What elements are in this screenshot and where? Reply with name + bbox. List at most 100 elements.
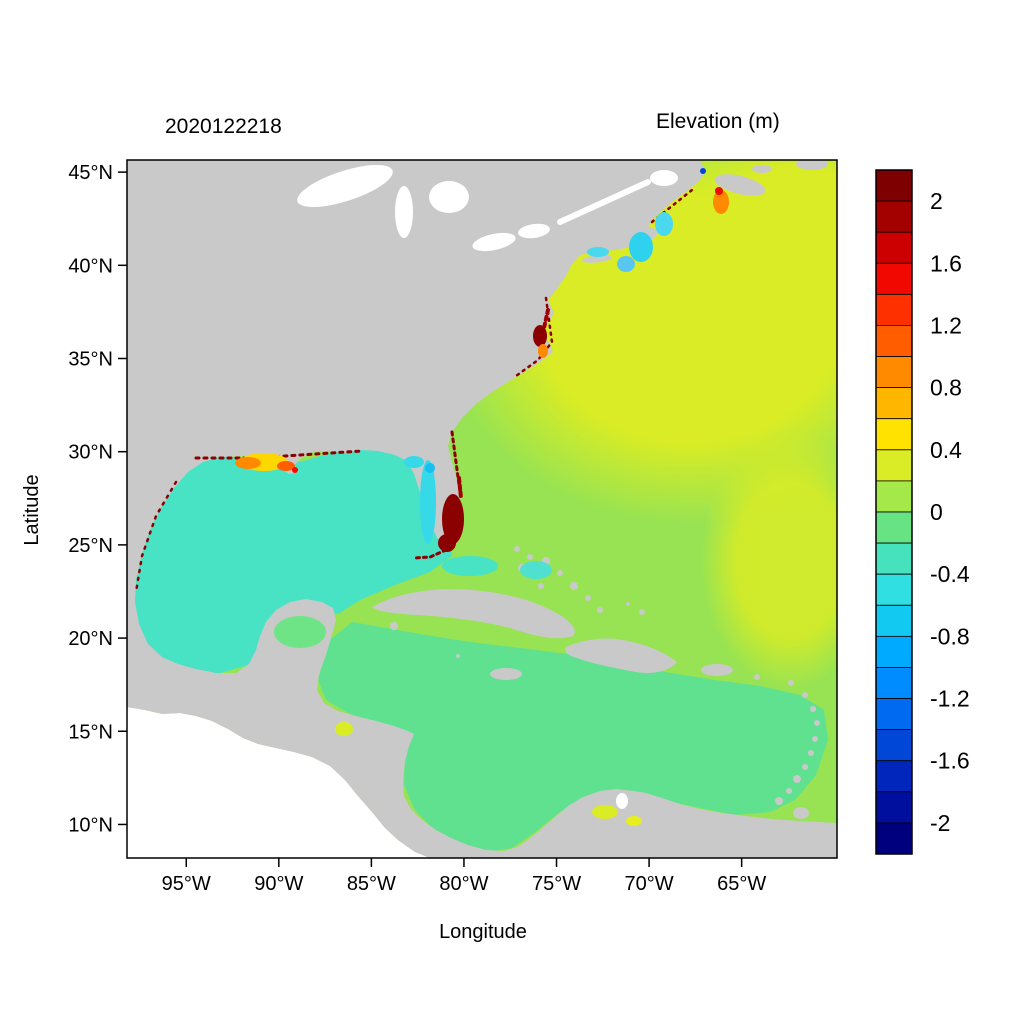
island-hispaniola bbox=[565, 638, 677, 673]
ocean-caribbean bbox=[318, 622, 828, 852]
island-puerto-rico bbox=[701, 664, 733, 676]
map-panel bbox=[127, 160, 837, 858]
y-axis-label: Latitude bbox=[21, 474, 43, 545]
island-long-island bbox=[582, 255, 612, 263]
x-tick-label: 80°W bbox=[439, 873, 488, 895]
colorbar-tick-label: -0.8 bbox=[930, 623, 970, 649]
atlantic-gyre-yellow-se bbox=[700, 430, 837, 690]
colorbar-segment bbox=[875, 293, 913, 326]
venezuela-yellow-patch bbox=[592, 805, 618, 819]
colorbar-tick-label: -1.6 bbox=[930, 748, 970, 774]
colorbar-tick-label: -1.2 bbox=[930, 686, 970, 712]
colorbar bbox=[875, 169, 913, 855]
colorbar-segment bbox=[875, 604, 913, 637]
colorbar-segment bbox=[875, 387, 913, 420]
colorbar-tick-label: -0.4 bbox=[930, 561, 970, 587]
colorbar-segment bbox=[875, 635, 913, 668]
colorbar-segment bbox=[875, 480, 913, 513]
x-tick-label: 70°W bbox=[625, 873, 674, 895]
mobile-orange-patch bbox=[277, 461, 295, 471]
land-north-central-south-america bbox=[127, 160, 837, 858]
island-trinidad bbox=[793, 807, 809, 819]
y-axis: 45°N 40°N 35°N 30°N 25°N 20°N 15°N 10°N bbox=[68, 162, 127, 836]
florida-straits-turquoise bbox=[442, 556, 498, 576]
pamlico-orange-patch bbox=[538, 344, 548, 358]
pacific-white-mask bbox=[127, 707, 430, 858]
colorbar-segment bbox=[875, 791, 913, 824]
y-tick-label: 10°N bbox=[68, 814, 113, 836]
west-florida-cyan-patch bbox=[420, 460, 436, 544]
nantucket-blue-patch bbox=[617, 256, 635, 272]
west-florida-blue-dot bbox=[425, 463, 435, 473]
honduras-yellow-patch bbox=[335, 722, 353, 736]
st-lawrence-estuary bbox=[650, 170, 678, 186]
x-axis-label: Longitude bbox=[439, 921, 527, 943]
colorbar-segment bbox=[875, 325, 913, 357]
scotian-blue-dot bbox=[700, 168, 706, 174]
fundy-orange-patch bbox=[713, 190, 729, 214]
x-tick-label: 95°W bbox=[162, 873, 211, 895]
pamlico-darkred-patch bbox=[533, 325, 547, 347]
y-tick-label: 35°N bbox=[68, 348, 113, 370]
colorbar-segment bbox=[875, 200, 913, 233]
colorbar-title: Elevation (m) bbox=[656, 110, 780, 133]
x-tick-label: 75°W bbox=[532, 873, 581, 895]
y-tick-label: 45°N bbox=[68, 162, 113, 184]
colorbar-labels: 2 1.6 1.2 0.8 0.4 0 -0.4 -0.8 -1.2 -1.6 -2 bbox=[930, 188, 970, 836]
colorbar-segment bbox=[875, 760, 913, 793]
bahamas-turquoise-patch bbox=[520, 561, 552, 579]
great-lakes bbox=[297, 164, 550, 252]
islands-lesser-antilles bbox=[754, 674, 820, 805]
colorbar-segment bbox=[875, 356, 913, 389]
louisiana-orange-patch bbox=[235, 457, 261, 469]
florida-tip-darkred-patch bbox=[438, 534, 456, 552]
florida-se-darkred-patch bbox=[442, 494, 464, 544]
y-tick-label: 15°N bbox=[68, 721, 113, 743]
colorbar-frame bbox=[875, 169, 913, 855]
gulf-of-maine-cyan-patch bbox=[655, 212, 673, 236]
colorbar-segment bbox=[875, 542, 913, 575]
colorbar-segment bbox=[875, 418, 913, 451]
colorbar-segment bbox=[875, 698, 913, 731]
land-prince-edward bbox=[752, 165, 772, 173]
x-tick-label: 65°W bbox=[717, 873, 766, 895]
colorbar-segment bbox=[875, 231, 913, 264]
colorbar-tick-label: 1.6 bbox=[930, 250, 962, 276]
colorbar-tick-label: 0.4 bbox=[930, 437, 962, 463]
apalachee-cyan-patch bbox=[404, 456, 424, 468]
datetime-title: 2020122218 bbox=[165, 115, 282, 138]
y-tick-label: 40°N bbox=[68, 255, 113, 277]
delta-red-dot bbox=[292, 467, 298, 473]
x-tick-label: 85°W bbox=[347, 873, 396, 895]
colorbar-segment bbox=[875, 822, 913, 855]
cape-cod-cyan-patch bbox=[629, 232, 653, 262]
colorbar-tick-label: 2 bbox=[930, 188, 943, 214]
yucatan-green-edge bbox=[274, 616, 326, 648]
land-newfoundland bbox=[796, 160, 828, 170]
orinoco-yellow-patch bbox=[626, 816, 642, 826]
colorbar-segment bbox=[875, 511, 913, 544]
y-tick-label: 30°N bbox=[68, 442, 113, 464]
colorbar-segment bbox=[875, 667, 913, 699]
florida-ne-red-dots bbox=[457, 476, 463, 500]
colorbar-segment bbox=[875, 573, 913, 606]
elevation-features bbox=[134, 168, 729, 826]
island-cuba bbox=[372, 589, 575, 639]
y-tick-label: 20°N bbox=[68, 628, 113, 650]
x-axis: 95°W 90°W 85°W 80°W 75°W 70°W 65°W bbox=[162, 858, 766, 895]
colorbar-segment bbox=[875, 169, 913, 202]
colorbar-segment bbox=[875, 449, 913, 482]
plot-frame bbox=[126, 159, 838, 859]
island-jamaica bbox=[490, 668, 522, 680]
colorbar-tick-label: -2 bbox=[930, 810, 950, 836]
colorbar-tick-label: 1.2 bbox=[930, 312, 962, 338]
island-isle-of-youth bbox=[390, 622, 398, 630]
florida-keys-speckle bbox=[412, 548, 448, 560]
st-lawrence-river bbox=[557, 179, 651, 225]
long-island-cyan-patch bbox=[587, 247, 609, 257]
fundy-red-dot bbox=[715, 187, 723, 195]
colorbar-tick-label: 0 bbox=[930, 499, 943, 525]
ocean-gulf-of-mexico bbox=[130, 448, 452, 676]
colorbar-tick-label: 0.8 bbox=[930, 375, 962, 401]
